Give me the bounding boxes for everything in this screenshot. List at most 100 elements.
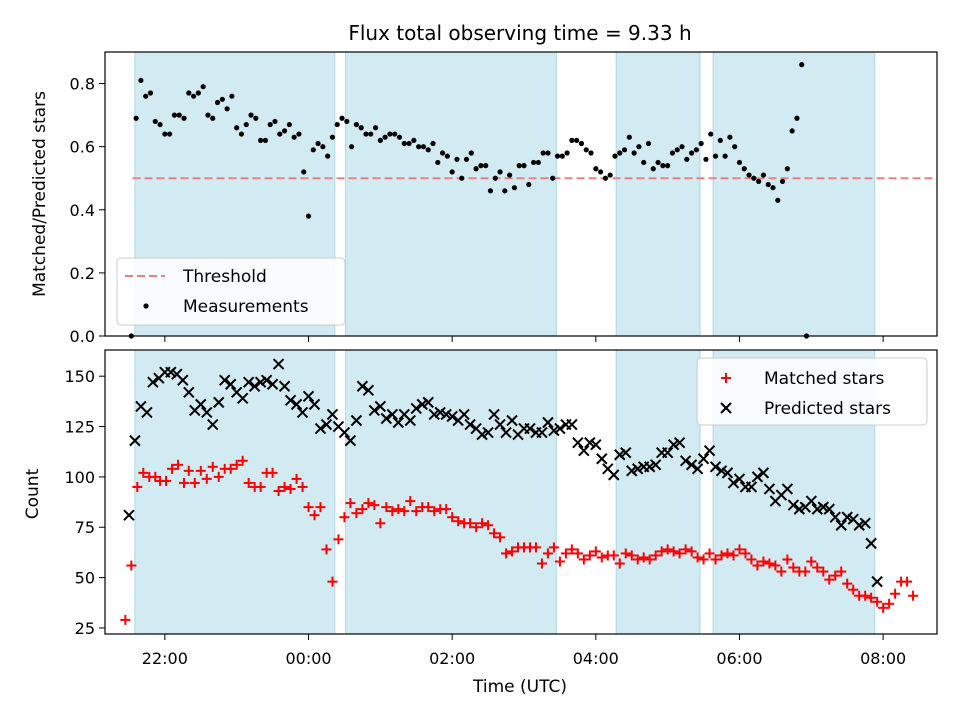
measurement-point (607, 172, 613, 178)
x-b (524, 422, 536, 435)
measurement-point (406, 140, 412, 147)
predicted-star-point (524, 422, 536, 435)
matched-star-point (674, 548, 685, 559)
x-b (230, 386, 243, 399)
x-b (835, 519, 847, 531)
x-b (859, 517, 871, 529)
matched-star-point (842, 578, 853, 589)
matched-star-point (161, 475, 172, 486)
predicted-star-point (356, 380, 369, 392)
matched-star-point (285, 483, 296, 494)
x-b (715, 465, 728, 477)
legend-predicted-swatch (720, 402, 732, 414)
matched-star-point (878, 602, 889, 613)
predicted-star-point (578, 445, 590, 457)
x-b (590, 438, 602, 451)
measurement-point (200, 84, 206, 90)
matched-star-point (183, 465, 194, 476)
measurement-point (478, 163, 484, 169)
predicted-star-point (661, 447, 674, 459)
predicted-star-point (733, 473, 746, 485)
measurement-point (736, 159, 743, 166)
x-b (841, 511, 853, 523)
predicted-star-point (691, 463, 704, 475)
x-b (266, 378, 279, 390)
measurement-point (779, 178, 786, 184)
matched-star-point (704, 548, 715, 559)
measurement-point (717, 137, 723, 143)
matched-star-point (836, 566, 847, 577)
x-b (440, 408, 452, 421)
matched-star-point (173, 459, 184, 470)
x-b (123, 509, 135, 521)
measurement-point (444, 153, 450, 159)
x-b (470, 422, 482, 435)
measurement-point (329, 134, 336, 140)
measurement-point (722, 153, 728, 159)
predicted-star-point (608, 469, 620, 481)
measurement-point (516, 163, 522, 169)
x-b (392, 416, 405, 429)
x-b (608, 469, 620, 481)
bottom-y-tick-label: 50 (75, 569, 95, 588)
measurement-point (411, 137, 417, 143)
matched-star-point (848, 584, 859, 595)
matched-star-point (752, 560, 763, 571)
measurement-point (253, 115, 259, 121)
x-b (362, 384, 375, 396)
predicted-star-point (482, 426, 494, 439)
x-tick-label: 00:00 (285, 649, 331, 668)
x-tick-label: 22:00 (142, 649, 188, 668)
predicted-star-point (805, 495, 818, 507)
measurement-point (238, 131, 245, 137)
matched-star-point (758, 556, 769, 567)
x-b (566, 418, 578, 431)
measurement-point (152, 118, 158, 125)
predicted-star-point (290, 398, 303, 411)
predicted-star-point (195, 398, 207, 411)
matched-star-point (489, 528, 500, 539)
predicted-star-point (787, 499, 800, 511)
measurement-point (588, 150, 594, 156)
x-axis-label: Time (UTC) (472, 677, 567, 697)
matched-star-point (138, 467, 149, 478)
measurement-point (195, 90, 201, 96)
predicted-star-point (266, 378, 279, 390)
matched-star-point (866, 592, 877, 603)
x-b (374, 400, 387, 413)
x-b (506, 414, 518, 427)
x-b (542, 416, 554, 429)
x-b (195, 398, 207, 411)
measurement-point (301, 169, 307, 175)
observing-window-shading (134, 51, 876, 635)
bottom-legend-box (696, 357, 928, 426)
matched-star-point (381, 502, 392, 513)
measurement-point (492, 175, 498, 181)
predicted-star-point (542, 416, 554, 429)
predicted-star-point (757, 467, 770, 479)
predicted-star-point (308, 398, 321, 411)
measurement-point (621, 147, 628, 153)
measurement-point (741, 166, 747, 172)
legend-measurements-swatch (143, 303, 149, 309)
matched-star-point (644, 554, 655, 565)
x-b (422, 396, 434, 409)
measurement-point (641, 159, 647, 166)
measurement-point (468, 150, 474, 156)
x-b (224, 378, 237, 390)
predicted-star-point (392, 416, 405, 429)
measurement-point (645, 140, 652, 147)
predicted-star-point (183, 386, 195, 399)
predicted-star-point (494, 418, 506, 431)
measurement-point (593, 166, 599, 172)
x-b (679, 455, 692, 467)
axis-ticks: 0.0 0.2 0.4 0.6 0.8 25 50 75 100 125 150 22:00 00:00… (64, 75, 906, 668)
bottom-observing-window (134, 349, 336, 635)
measurement-point (315, 140, 321, 147)
measurement-point (583, 147, 589, 153)
x-b (248, 380, 261, 392)
x-b (871, 575, 883, 588)
matched-star-point (465, 518, 476, 529)
matched-star-point (411, 506, 422, 517)
legends: Threshold Measurements Matched stars Predic… (116, 257, 928, 426)
